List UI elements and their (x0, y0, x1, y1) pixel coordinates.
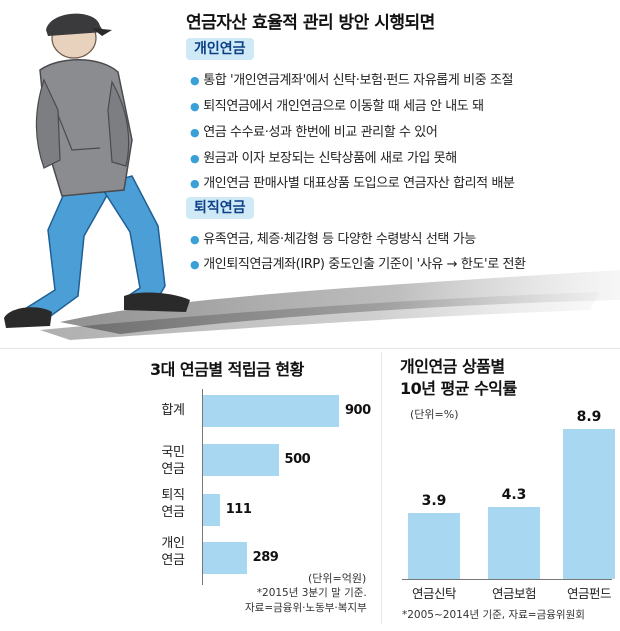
bullet-item: ● 유족연금, 체증·체감형 등 다양한 수령방식 선택 가능 (190, 228, 476, 247)
bullet-dot-icon: ● (190, 152, 200, 165)
bullet-item: ● 개인퇴직연금계좌(IRP) 중도인출 기준이 '사유 → 한도'로 전환 (190, 253, 526, 272)
bullet-item: ● 연금 수수료·성과 한번에 비교 관리할 수 있어 (190, 121, 438, 140)
bullet-dot-icon: ● (190, 126, 200, 139)
note-line: 자료=금융위·노동부·복지부 (245, 602, 367, 614)
bar-value-label: 289 (252, 550, 279, 565)
bar (563, 429, 615, 579)
bullet-item: ● 원금과 이자 보장되는 신탁상품에 새로 가입 못해 (190, 147, 457, 166)
bullet-text: 유족연금, 체증·체감형 등 다양한 수령방식 선택 가능 (203, 232, 476, 247)
bullet-dot-icon: ● (190, 74, 200, 87)
bar-value-label: 8.9 (576, 409, 602, 425)
bullet-dot-icon: ● (190, 177, 200, 190)
bullet-item: ● 개인연금 판매사별 대표상품 도입으로 연금자산 합리적 배분 (190, 172, 515, 191)
chart-separator (381, 352, 382, 624)
chart-title: 개인연금 상품별 10년 평균 수익률 (400, 357, 517, 398)
bullet-text: 원금과 이자 보장되는 신탁상품에 새로 가입 못해 (203, 151, 457, 166)
chart-title: 3대 연금별 적립금 현황 (150, 360, 304, 379)
bullet-dot-icon: ● (190, 233, 200, 246)
bullet-dot-icon: ● (190, 100, 200, 113)
bullet-item: ● 퇴직연금에서 개인연금으로 이동할 때 세금 안 내도 돼 (190, 95, 484, 114)
bar (408, 513, 460, 579)
category-label: 합계 (161, 403, 185, 418)
bar (203, 395, 339, 427)
bullet-text: 개인연금 판매사별 대표상품 도입으로 연금자산 합리적 배분 (203, 176, 515, 191)
chart-axis-line (202, 389, 203, 585)
bar (203, 494, 220, 526)
bullet-text: 퇴직연금에서 개인연금으로 이동할 때 세금 안 내도 돼 (203, 99, 484, 114)
bar-value-label: 900 (345, 403, 371, 418)
bar-value-label: 111 (225, 502, 252, 517)
walking-man-illustration (4, 13, 620, 340)
source-note: *2015년 3분기 말 기준. 자료=금융위·노동부·복지부 (245, 586, 367, 616)
category-label: 개인 연금 (161, 536, 185, 568)
bullet-text: 개인퇴직연금계좌(IRP) 중도인출 기준이 '사유 → 한도'로 전환 (203, 257, 526, 272)
category-label: 국민 연금 (161, 445, 185, 477)
bullet-dot-icon: ● (190, 258, 200, 271)
section-badge-personal-pension: 개인연금 (186, 38, 254, 60)
unit-label: (단위=억원) (308, 572, 367, 585)
category-label: 퇴직 연금 (161, 488, 185, 520)
bar-value-label: 4.3 (501, 486, 527, 503)
note-line: *2015년 3분기 말 기준. (256, 587, 367, 599)
bar-value-label: 500 (284, 452, 311, 467)
bullet-text: 통합 '개인연금계좌'에서 신탁·보험·펀드 자유롭게 비중 조절 (203, 73, 514, 88)
section-divider (0, 348, 620, 349)
bar-value-label: 3.9 (421, 493, 447, 510)
category-label: 연금보험 (491, 586, 537, 601)
panel-title: 연금자산 효율적 관리 방안 시행되면 (186, 13, 435, 33)
bullet-item: ● 통합 '개인연금계좌'에서 신탁·보험·펀드 자유롭게 비중 조절 (190, 69, 514, 88)
bar (203, 542, 247, 574)
category-label: 연금신탁 (411, 586, 457, 601)
bar (203, 444, 279, 476)
bar (488, 506, 540, 579)
bullet-text: 연금 수수료·성과 한번에 비교 관리할 수 있어 (203, 125, 438, 140)
category-label: 연금펀드 (566, 586, 612, 601)
unit-label: (단위=%) (410, 408, 459, 421)
chart-baseline (402, 579, 612, 580)
source-note: *2005~2014년 기준, 자료=금융위원회 (402, 609, 585, 621)
section-badge-retirement-pension: 퇴직연금 (186, 197, 254, 219)
